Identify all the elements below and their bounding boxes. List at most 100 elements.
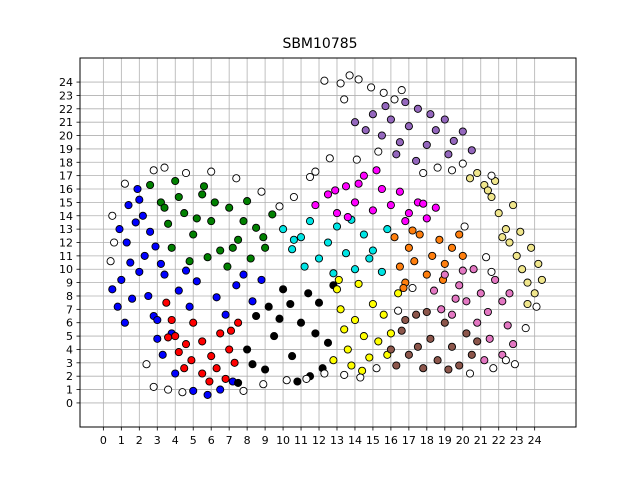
scatter-point (494, 209, 503, 218)
scatter-point (181, 266, 191, 275)
scatter-point (374, 147, 383, 156)
scatter-point (232, 281, 241, 290)
scatter-point (257, 187, 266, 196)
scatter-point (458, 266, 467, 275)
scatter-point (377, 131, 386, 140)
scatter-point (340, 95, 349, 104)
scatter-point (207, 167, 216, 176)
scatter-point (419, 168, 428, 178)
scatter-point (199, 182, 209, 191)
scatter-point (482, 253, 491, 262)
scatter-point (444, 150, 453, 159)
scatter-point (498, 233, 507, 242)
scatter-point (480, 356, 489, 365)
x-tick-label: 15 (366, 434, 380, 447)
scatter-point (336, 305, 345, 314)
y-tick-label: 21 (59, 116, 73, 129)
y-tick-label: 8 (66, 290, 73, 303)
y-tick-label: 12 (59, 237, 73, 250)
scatter-point (329, 356, 338, 365)
scatter-point (437, 305, 446, 314)
scatter-point (261, 365, 270, 374)
scatter-point (487, 171, 496, 180)
scatter-point (395, 187, 404, 196)
y-tick-label: 17 (59, 170, 73, 183)
scatter-point (126, 258, 135, 267)
scatter-point (226, 326, 236, 335)
scatter-point (440, 318, 449, 327)
scatter-point (248, 297, 257, 306)
scatter-point (501, 225, 510, 234)
scatter-point (487, 192, 496, 202)
scatter-point (413, 342, 422, 351)
scatter-point (374, 337, 383, 346)
scatter-point (207, 352, 216, 361)
scatter-point (428, 251, 437, 260)
scatter-point (381, 102, 390, 111)
scatter-point (469, 265, 478, 274)
scatter-point (372, 364, 381, 373)
scatter-point (180, 209, 189, 218)
scatter-point (207, 217, 216, 226)
y-tick-label: 14 (59, 210, 73, 223)
scatter-point (412, 310, 421, 319)
scatter-point (394, 306, 403, 315)
scatter-point (314, 298, 324, 307)
scatter-point (144, 291, 153, 301)
scatter-point (336, 79, 345, 88)
scatter-point (167, 315, 176, 325)
scatter-point (160, 270, 169, 279)
x-tick-label: 11 (294, 434, 308, 447)
x-tick-label: 0 (100, 434, 107, 447)
scatter-point (189, 230, 198, 239)
scatter-point (234, 378, 243, 387)
x-tick-label: 7 (226, 434, 233, 447)
scatter-point (286, 299, 295, 309)
scatter-point (288, 352, 297, 361)
scatter-point (510, 360, 519, 369)
scatter-point (458, 159, 467, 168)
scatter-point (473, 318, 482, 327)
scatter-point (323, 190, 333, 199)
y-tick-label: 4 (66, 343, 73, 356)
scatter-point (505, 238, 514, 247)
scatter-point (422, 307, 431, 317)
scatter-point (205, 377, 214, 386)
scatter-point (473, 337, 482, 346)
scatter-point (534, 259, 543, 268)
scatter-point (368, 110, 377, 119)
y-tick-label: 22 (59, 103, 73, 116)
scatter-point (174, 192, 183, 202)
scatter-point (174, 348, 183, 357)
scatter-point (192, 277, 201, 286)
scatter-point (289, 235, 298, 244)
scatter-point (198, 190, 207, 199)
scatter-point (252, 311, 261, 321)
scatter-point (178, 388, 187, 397)
scatter-point (465, 369, 475, 378)
scatter-point (368, 206, 377, 215)
scatter-point (516, 227, 525, 236)
scatter-point (302, 374, 311, 383)
x-tick-label: 19 (438, 434, 452, 447)
scatter-point (332, 285, 342, 294)
scatter-point (305, 217, 315, 226)
x-tick-label: 24 (528, 434, 542, 447)
scatter-point (279, 225, 288, 234)
scatter-point (311, 329, 320, 338)
scatter-point (392, 150, 401, 159)
scatter-point (203, 253, 212, 262)
scatter-point (509, 340, 518, 349)
scatter-point (354, 279, 363, 288)
scatter-point (426, 334, 435, 343)
scatter-point (153, 315, 162, 325)
scatter-point (350, 198, 360, 207)
scatter-point (401, 315, 410, 325)
scatter-point (476, 289, 485, 298)
scatter-point (527, 243, 536, 252)
scatter-point (279, 285, 288, 294)
scatter-point (447, 166, 457, 175)
scatter-point (343, 345, 352, 354)
y-tick-label: 15 (59, 196, 73, 209)
scatter-point (358, 366, 367, 375)
